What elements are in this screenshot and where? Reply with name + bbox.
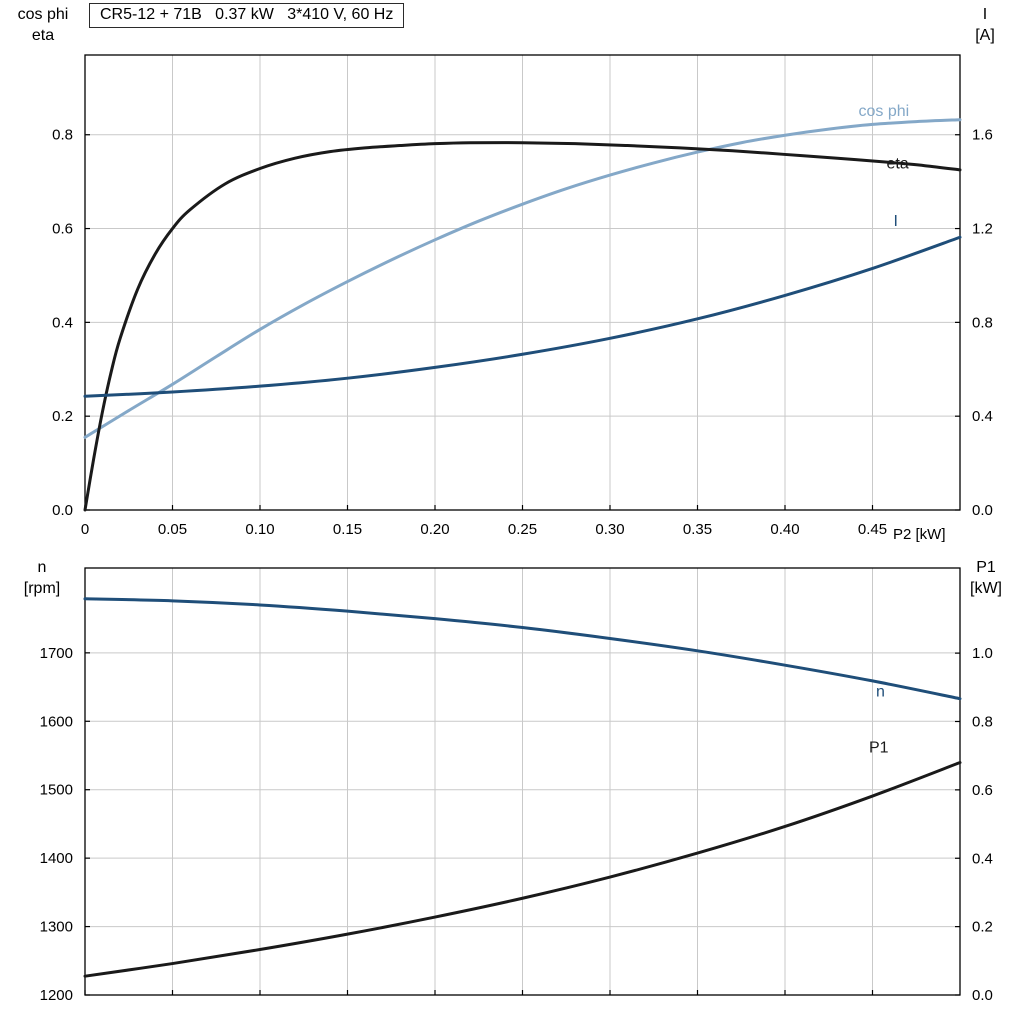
y-left-tick-label: 0.6 — [52, 221, 73, 238]
series-curve-eta — [83, 141, 962, 512]
x-tick-label: 0.10 — [245, 521, 274, 538]
y-right-tick-label: 1.2 — [972, 221, 993, 238]
axis-title-cos-phi: cos phi — [17, 6, 69, 23]
y-left-tick-label: 1600 — [40, 713, 73, 730]
axis-title-speed-unit: [rpm] — [23, 580, 61, 597]
y-left-tick-label: 1400 — [40, 850, 73, 867]
series-label-p1: P1 — [869, 739, 889, 756]
y-left-tick-label: 1700 — [40, 645, 73, 662]
series-label-i: I — [894, 213, 898, 230]
bottom-right-axis-title: P1 [kW] — [952, 557, 1020, 599]
y-right-tick-label: 0.4 — [972, 408, 993, 425]
series-curve-i — [83, 235, 962, 398]
y-right-tick-label: 1.0 — [972, 645, 993, 662]
series-label-cos-phi: cos phi — [859, 103, 910, 120]
x-tick-label: 0.25 — [508, 521, 537, 538]
y-right-tick-label: 0.2 — [972, 919, 993, 936]
x-tick-label: 0.05 — [158, 521, 187, 538]
axis-title-p1: P1 — [976, 559, 996, 576]
axis-title-current: I — [982, 6, 988, 23]
y-right-tick-label: 0.0 — [972, 987, 993, 1004]
y-left-tick-label: 0.8 — [52, 127, 73, 144]
series-curve-cos-phi — [83, 118, 962, 439]
y-left-tick-label: 1300 — [40, 919, 73, 936]
axis-title-speed: n — [37, 559, 47, 576]
series-curve-p1 — [83, 761, 962, 978]
y-left-tick-label: 0.0 — [52, 502, 73, 519]
series-curve-n — [83, 597, 962, 701]
y-left-tick-label: 1500 — [40, 782, 73, 799]
axis-title-p1-unit: [kW] — [970, 580, 1002, 597]
x-tick-label: 0.15 — [333, 521, 362, 538]
x-tick-label: 0.45 — [858, 521, 887, 538]
y-right-tick-label: 0.6 — [972, 782, 993, 799]
top-right-axis-title: I [A] — [952, 4, 1018, 46]
series-label-eta: eta — [887, 156, 909, 173]
bottom-left-axis-title: n [rpm] — [0, 557, 84, 599]
y-right-tick-label: 0.8 — [972, 314, 993, 331]
x-tick-label: 0.20 — [420, 521, 449, 538]
x-tick-label: 0.35 — [683, 521, 712, 538]
x-tick-label: 0.30 — [595, 521, 624, 538]
series-label-n: n — [876, 684, 885, 701]
y-right-tick-label: 0.0 — [972, 502, 993, 519]
x-axis-title: P2 [kW] — [893, 526, 946, 543]
y-right-tick-label: 0.4 — [972, 850, 993, 867]
y-right-tick-label: 1.6 — [972, 127, 993, 144]
axis-title-current-unit: [A] — [975, 27, 995, 44]
pump-title-box: CR5-12 + 71B 0.37 kW 3*410 V, 60 Hz — [89, 3, 405, 28]
y-right-tick-label: 0.8 — [972, 714, 993, 731]
top-left-axis-title: cos phi eta — [2, 4, 84, 46]
y-left-tick-label: 1200 — [40, 987, 73, 1004]
y-left-tick-label: 0.2 — [52, 408, 73, 425]
y-left-tick-label: 0.4 — [52, 314, 73, 331]
axis-title-eta: eta — [31, 27, 55, 44]
x-tick-label: 0.40 — [770, 521, 799, 538]
x-tick-label: 0 — [81, 521, 89, 538]
